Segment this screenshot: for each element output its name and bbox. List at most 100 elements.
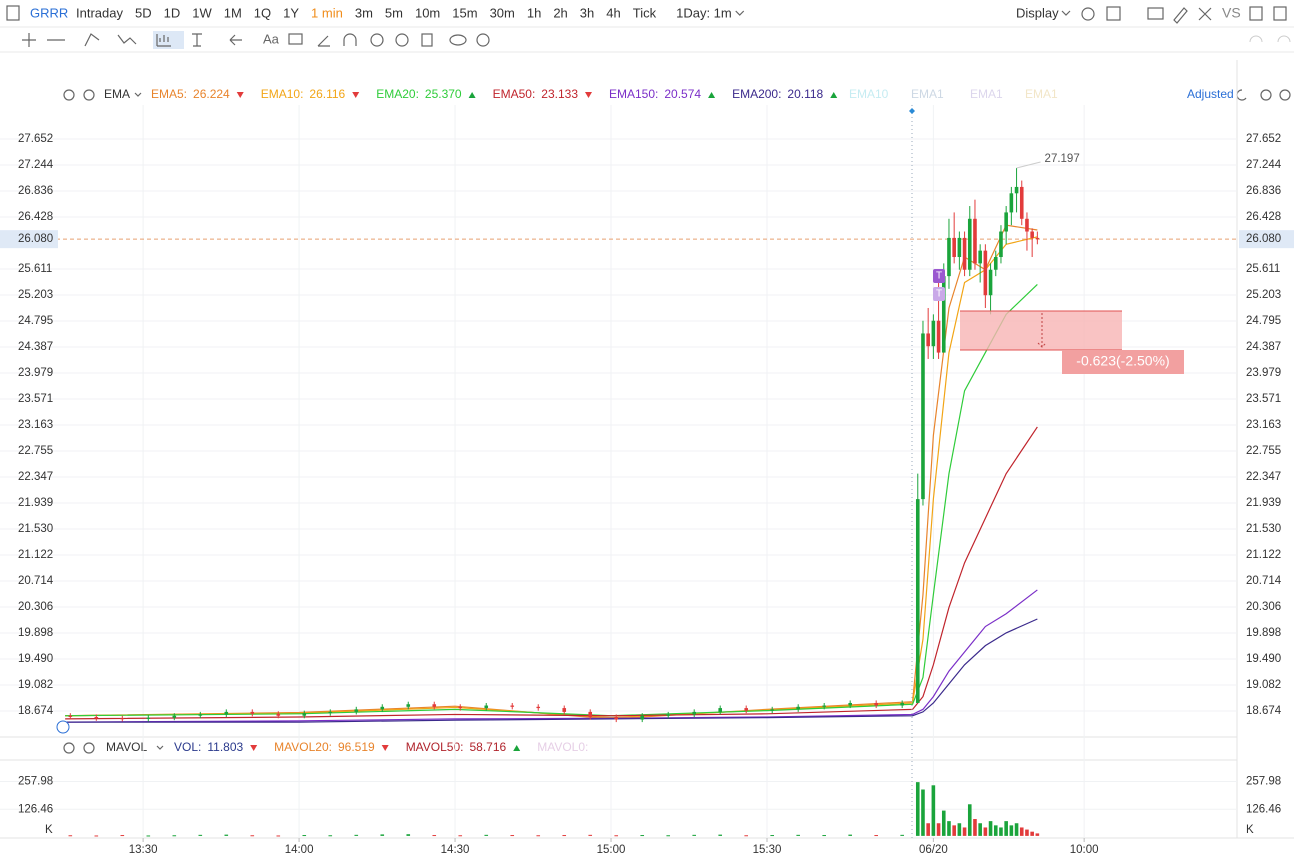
volume-bar [640, 835, 645, 837]
legend-value: 25.370 [425, 87, 462, 101]
arrow-tool[interactable] [229, 34, 242, 46]
candle-body [432, 704, 437, 707]
legend-faded: MAVOL0: [537, 740, 588, 754]
volume-bar [1035, 833, 1040, 836]
period-option[interactable]: 30m [490, 5, 515, 20]
period-option[interactable]: 1 min [311, 5, 343, 20]
camera-icon[interactable] [1147, 7, 1164, 20]
measure-tool[interactable] [192, 33, 202, 47]
minimize-icon[interactable] [1260, 89, 1272, 101]
sidebar-icon[interactable] [1273, 6, 1287, 21]
ema-line [65, 426, 1038, 720]
display-menu[interactable]: Display [1016, 5, 1059, 20]
volume-indicator-name[interactable]: MAVOL [106, 740, 147, 754]
period-option[interactable]: 10m [415, 5, 440, 20]
trade-marker-box[interactable] [933, 269, 945, 283]
link-tool[interactable] [449, 34, 467, 46]
y-tick-label: 23.979 [18, 367, 53, 379]
adjusted-toggle[interactable]: Adjusted [1187, 87, 1234, 101]
legend-faded: EMA1 [970, 87, 1003, 101]
tool-settings[interactable] [476, 33, 490, 47]
sync-tool[interactable] [370, 33, 384, 47]
panel-icon[interactable] [6, 5, 20, 21]
measure-arrow [1037, 313, 1047, 348]
legend-label: EMA10: [261, 87, 304, 101]
period-option[interactable]: 1M [224, 5, 242, 20]
period-option[interactable]: 1W [192, 5, 212, 20]
session[interactable]: 1Day: 1m [676, 5, 732, 20]
period-option[interactable]: 15m [452, 5, 477, 20]
trade-marker[interactable]: T [936, 271, 942, 282]
pen-icon[interactable] [1173, 7, 1188, 24]
angle-tool[interactable] [317, 35, 330, 47]
trade-marker[interactable]: T [936, 289, 942, 300]
x-tick-label: 14:30 [441, 844, 470, 856]
symbol[interactable]: GRRR [30, 5, 68, 20]
trade-marker-box[interactable] [933, 287, 945, 301]
volume-bar [614, 835, 619, 837]
legend-faded: EMA1 [1025, 87, 1058, 101]
maximize-icon[interactable] [1279, 89, 1291, 101]
indicator-tool[interactable] [156, 34, 171, 47]
day-marker [909, 108, 915, 114]
volume-settings[interactable] [63, 742, 75, 754]
note-tool[interactable] [288, 33, 303, 45]
trend-arrow [236, 92, 244, 98]
volume-bar [848, 834, 852, 836]
x-tick-label: 15:30 [753, 844, 782, 856]
candle-body [921, 333, 925, 500]
period-option[interactable]: 2h [553, 5, 567, 20]
move-tool[interactable] [22, 33, 36, 47]
volume-bar [978, 823, 982, 836]
period-option[interactable]: 3h [580, 5, 594, 20]
vol-tick-label: 257.98 [1246, 776, 1281, 788]
y-tick-label: 23.979 [1246, 367, 1281, 379]
period-option[interactable]: Tick [633, 5, 657, 20]
period-option[interactable]: 1Y [283, 5, 299, 20]
max-leader [1016, 161, 1041, 169]
candle-body [406, 704, 411, 707]
compare-button[interactable]: VS [1222, 5, 1241, 21]
volume-bar [770, 835, 774, 837]
volume-bar [952, 825, 956, 836]
fullscreen-icon[interactable] [1198, 7, 1212, 21]
settings-icon[interactable] [1081, 7, 1095, 21]
delete-tool[interactable] [421, 33, 433, 47]
wave-tool[interactable] [117, 34, 137, 45]
y-tick-label: 26.428 [1246, 211, 1281, 223]
indicator-settings[interactable] [63, 89, 75, 101]
period-option[interactable]: 1Q [254, 5, 271, 20]
reset-icon[interactable] [1236, 89, 1247, 101]
trend-arrow [830, 92, 838, 98]
volume-close[interactable] [83, 742, 95, 754]
y-tick-label: 18.674 [18, 705, 54, 717]
period-option[interactable]: 1D [164, 5, 181, 20]
period-option[interactable]: 4h [606, 5, 620, 20]
hide-tool[interactable] [395, 33, 409, 47]
magnet-tool[interactable] [343, 33, 357, 46]
period-option[interactable]: 5D [135, 5, 152, 20]
layout-icon[interactable] [1106, 6, 1121, 21]
indicator-close[interactable] [83, 89, 95, 101]
trend-tool[interactable] [84, 33, 100, 47]
period-option[interactable]: 1h [527, 5, 541, 20]
period-option[interactable]: 3m [355, 5, 373, 20]
candle-body [666, 714, 671, 716]
y-tick-label: 20.714 [1246, 575, 1282, 587]
text-tool[interactable]: Aa [263, 31, 280, 46]
indicator-name[interactable]: EMA [104, 87, 130, 101]
volume-bar [666, 835, 671, 837]
split-icon[interactable] [1249, 6, 1263, 21]
undo-redo[interactable] [1249, 35, 1291, 43]
max-label: 27.197 [1045, 153, 1080, 165]
volume-bar [1025, 829, 1029, 836]
event-icon[interactable] [56, 720, 70, 734]
candle-body [962, 237, 967, 270]
candle-body [941, 276, 946, 353]
period-option[interactable]: Intraday [76, 5, 123, 20]
legend-label: EMA50: [493, 87, 536, 101]
volume-bar [962, 827, 967, 836]
y-tick-label: 21.122 [1246, 549, 1281, 561]
candle-body [692, 711, 697, 715]
period-option[interactable]: 5m [385, 5, 403, 20]
